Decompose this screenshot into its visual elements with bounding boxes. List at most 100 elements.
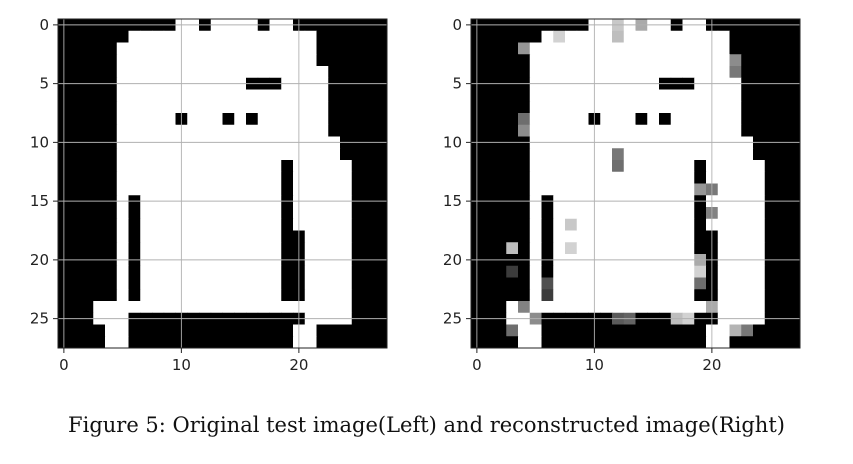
pixel-cell bbox=[776, 218, 789, 231]
pixel-cell bbox=[623, 54, 636, 67]
pixel-cell bbox=[694, 171, 707, 184]
pixel-cell bbox=[541, 301, 554, 314]
pixel-cell bbox=[623, 160, 636, 173]
pixel-cell bbox=[116, 148, 129, 161]
pixel-cell bbox=[351, 89, 364, 102]
pixel-cell bbox=[116, 183, 129, 196]
pixel-cell bbox=[152, 218, 165, 231]
pixel-cell bbox=[81, 277, 94, 290]
pixel-cell bbox=[375, 30, 388, 43]
pixel-cell bbox=[541, 171, 554, 184]
pixel-cell bbox=[576, 218, 589, 231]
pixel-cell bbox=[659, 101, 672, 114]
x-tick-label: 10 bbox=[585, 356, 604, 374]
pixel-cell bbox=[152, 89, 165, 102]
pixel-cell bbox=[81, 42, 94, 55]
pixel-cell bbox=[328, 101, 341, 114]
pixel-cell bbox=[152, 336, 165, 349]
pixel-cell bbox=[152, 30, 165, 43]
pixel-cell bbox=[140, 148, 153, 161]
pixel-cell bbox=[764, 160, 777, 173]
pixel-cell bbox=[494, 42, 507, 55]
pixel-cell bbox=[340, 218, 353, 231]
pixel-cell bbox=[659, 124, 672, 137]
pixel-cell bbox=[506, 124, 519, 137]
pixel-cell bbox=[163, 336, 176, 349]
pixel-cell bbox=[600, 207, 613, 220]
pixel-cell bbox=[670, 265, 683, 278]
pixel-cell bbox=[105, 66, 118, 79]
pixel-cell bbox=[612, 30, 625, 43]
pixel-cell bbox=[717, 265, 730, 278]
pixel-cell bbox=[128, 324, 141, 337]
pixel-cell bbox=[363, 54, 376, 67]
pixel-cell bbox=[753, 324, 766, 337]
pixel-cell bbox=[281, 124, 294, 137]
pixel-cell bbox=[565, 183, 578, 196]
pixel-cell bbox=[541, 183, 554, 196]
pixel-cell bbox=[351, 336, 364, 349]
pixel-cell bbox=[635, 183, 648, 196]
pixel-cell bbox=[694, 42, 707, 55]
pixel-cell bbox=[494, 324, 507, 337]
pixel-cell bbox=[222, 124, 235, 137]
pixel-cell bbox=[541, 336, 554, 349]
pixel-cell bbox=[635, 171, 648, 184]
pixel-cell bbox=[717, 124, 730, 137]
left-image-panel: 0 10 20 0 5 10 15 20 25 bbox=[30, 16, 388, 374]
pixel-cell bbox=[222, 160, 235, 173]
pixel-cell bbox=[600, 101, 613, 114]
pixel-cell bbox=[623, 230, 636, 243]
pixel-cell bbox=[694, 183, 707, 196]
pixel-cell bbox=[565, 218, 578, 231]
pixel-cell bbox=[788, 113, 801, 126]
pixel-cell bbox=[246, 54, 259, 67]
pixel-cell bbox=[163, 42, 176, 55]
pixel-cell bbox=[565, 66, 578, 79]
pixel-cell bbox=[670, 101, 683, 114]
pixel-cell bbox=[105, 230, 118, 243]
pixel-cell bbox=[222, 30, 235, 43]
pixel-cell bbox=[635, 242, 648, 255]
pixel-cell bbox=[234, 124, 247, 137]
pixel-cell bbox=[234, 171, 247, 184]
pixel-cell bbox=[776, 230, 789, 243]
pixel-cell bbox=[788, 301, 801, 314]
pixel-cell bbox=[140, 301, 153, 314]
pixel-cell bbox=[729, 336, 742, 349]
pixel-cell bbox=[152, 207, 165, 220]
pixel-cell bbox=[210, 101, 223, 114]
pixel-cell bbox=[600, 230, 613, 243]
pixel-cell bbox=[187, 277, 200, 290]
pixel-cell bbox=[328, 242, 341, 255]
pixel-cell bbox=[612, 301, 625, 314]
pixel-cell bbox=[363, 289, 376, 302]
pixel-cell bbox=[210, 183, 223, 196]
pixel-cell bbox=[222, 171, 235, 184]
pixel-cell bbox=[764, 324, 777, 337]
pixel-cell bbox=[210, 207, 223, 220]
pixel-cell bbox=[494, 277, 507, 290]
pixel-cell bbox=[210, 66, 223, 79]
pixel-cell bbox=[717, 148, 730, 161]
pixel-cell bbox=[576, 277, 589, 290]
pixel-cell bbox=[494, 101, 507, 114]
pixel-cell bbox=[363, 207, 376, 220]
pixel-cell bbox=[199, 30, 212, 43]
pixel-cell bbox=[257, 124, 270, 137]
pixel-cell bbox=[741, 160, 754, 173]
pixel-cell bbox=[351, 160, 364, 173]
pixel-cell bbox=[304, 242, 317, 255]
pixel-cell bbox=[729, 218, 742, 231]
pixel-cell bbox=[81, 101, 94, 114]
pixel-cell bbox=[529, 207, 542, 220]
pixel-cell bbox=[647, 242, 660, 255]
pixel-cell bbox=[647, 324, 660, 337]
pixel-cell bbox=[529, 160, 542, 173]
pixel-cell bbox=[753, 89, 766, 102]
pixel-cell bbox=[375, 54, 388, 67]
pixel-cell bbox=[729, 148, 742, 161]
pixel-cell bbox=[269, 218, 282, 231]
pixel-cell bbox=[565, 101, 578, 114]
pixel-cell bbox=[222, 265, 235, 278]
